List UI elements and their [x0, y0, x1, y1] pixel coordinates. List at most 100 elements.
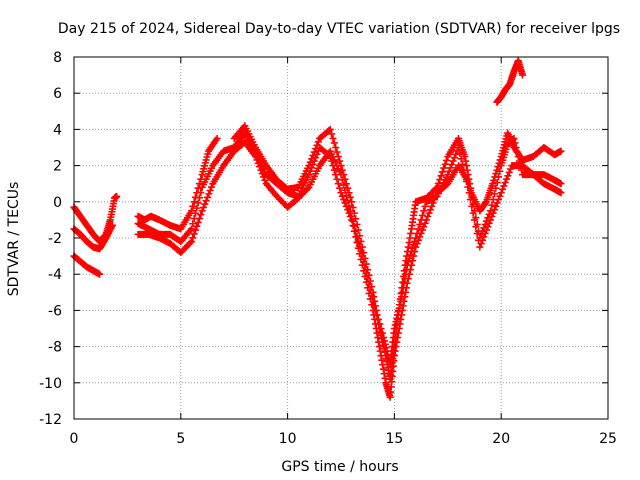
- data-point: [403, 261, 411, 269]
- y-tick-label: -12: [39, 412, 62, 428]
- data-point: [189, 234, 197, 242]
- data-point: [345, 202, 353, 210]
- data-point: [437, 172, 445, 180]
- data-point: [191, 226, 199, 234]
- data-point: [417, 216, 425, 224]
- data-point: [353, 232, 361, 240]
- series-4: [493, 57, 527, 106]
- data-point: [414, 225, 422, 233]
- data-point: [397, 297, 405, 305]
- data-point: [501, 179, 509, 187]
- data-point: [96, 270, 104, 278]
- data-point: [391, 321, 399, 329]
- data-point: [472, 223, 480, 231]
- data-point: [488, 213, 496, 221]
- data-point: [511, 139, 519, 147]
- data-point: [379, 365, 387, 373]
- data-point: [466, 196, 474, 204]
- data-point: [418, 211, 426, 219]
- data-point: [492, 202, 500, 210]
- data-point: [357, 247, 365, 255]
- data-point: [213, 134, 221, 142]
- data-point: [464, 183, 472, 191]
- data-point: [337, 171, 345, 179]
- data-point: [369, 297, 377, 305]
- data-point: [113, 192, 121, 200]
- data-point: [197, 189, 205, 197]
- data-point: [400, 279, 408, 287]
- data-point: [496, 167, 504, 175]
- data-point: [375, 338, 383, 346]
- data-point: [360, 258, 368, 266]
- data-point: [254, 159, 262, 167]
- data-point: [416, 220, 424, 228]
- data-point: [468, 202, 476, 210]
- data-point: [469, 209, 477, 217]
- data-point: [460, 166, 468, 174]
- data-point: [420, 207, 428, 215]
- data-point: [336, 184, 344, 192]
- data-point: [420, 223, 428, 231]
- y-tick-label: 6: [53, 86, 62, 102]
- data-point: [377, 325, 385, 332]
- y-axis-ticks: -12 -10 -8 -6 -4 -2 0 2 4 6 8: [39, 50, 608, 428]
- data-point: [489, 209, 497, 217]
- data-point: [458, 160, 466, 168]
- data-point: [306, 167, 314, 175]
- data-point: [329, 134, 337, 142]
- y-tick-label: -10: [39, 376, 62, 392]
- data-point: [346, 207, 354, 215]
- data-point: [396, 320, 404, 328]
- y-tick-label: 0: [53, 195, 62, 211]
- data-point: [448, 160, 456, 168]
- data-point: [406, 234, 414, 242]
- y-tick-label: -4: [48, 267, 62, 283]
- data-point: [488, 201, 496, 209]
- data-point: [480, 233, 488, 241]
- x-tick-label: 10: [279, 431, 297, 447]
- data-point: [394, 308, 402, 316]
- data-point: [374, 334, 382, 342]
- data-point: [334, 180, 342, 188]
- data-point: [393, 314, 401, 322]
- data-point: [313, 150, 321, 158]
- data-point: [348, 198, 356, 206]
- data-point: [418, 226, 426, 234]
- data-point: [461, 172, 469, 180]
- data-point: [380, 370, 388, 378]
- data-point: [199, 203, 207, 211]
- data-point: [190, 198, 198, 206]
- data-point: [492, 184, 500, 192]
- data-point: [195, 180, 203, 188]
- data-point: [412, 234, 420, 242]
- data-point: [310, 157, 318, 165]
- data-point: [354, 237, 362, 245]
- data-point: [396, 301, 404, 309]
- data-point: [187, 207, 195, 215]
- y-tick-label: -6: [48, 303, 62, 319]
- data-point: [193, 204, 201, 212]
- data-point: [394, 311, 402, 319]
- data-point: [477, 240, 485, 248]
- data-point: [336, 157, 344, 165]
- data-point: [260, 173, 268, 181]
- data-point: [350, 222, 358, 230]
- data-point: [376, 320, 384, 328]
- y-axis-label: SDTVAR / TECUs: [6, 182, 22, 297]
- data-point: [462, 162, 470, 170]
- data-point: [407, 248, 415, 256]
- data-point: [465, 189, 473, 197]
- data-point: [191, 209, 199, 217]
- data-point: [444, 171, 452, 179]
- data-point: [406, 251, 414, 259]
- data-point: [253, 156, 261, 164]
- data-point: [364, 275, 372, 283]
- data-point: [342, 191, 350, 199]
- data-point: [368, 292, 376, 300]
- data-point: [261, 176, 269, 184]
- data-point: [410, 241, 418, 249]
- data-point: [405, 254, 413, 262]
- data-points: [70, 57, 565, 401]
- data-point: [456, 149, 464, 157]
